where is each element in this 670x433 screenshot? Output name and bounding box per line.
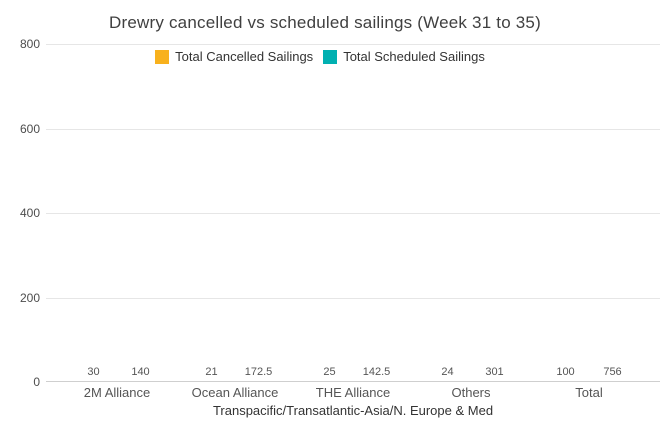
gridline — [46, 128, 660, 130]
bar-value-label: 142.5 — [362, 366, 391, 378]
y-axis-tick-label: 800 — [19, 37, 40, 51]
gridline — [46, 44, 660, 45]
x-axis-line — [46, 381, 660, 382]
x-axis-label-others: Others — [451, 385, 491, 400]
bar-value-label: 172.5 — [244, 366, 273, 378]
y-axis-tick-labels: 0 200 400 600 800 — [0, 37, 40, 389]
legend-swatch-total-scheduled-sailings — [323, 49, 338, 64]
bar-value-label: 100 — [556, 366, 575, 378]
x-axis-label-2m-alliance: 2M Alliance — [83, 385, 151, 400]
plot-area: 30 140 21 172.5 25 142.5 24 301 100 756 — [46, 44, 660, 382]
legend-item-total-cancelled-sailings[interactable]: Total Cancelled Sailings — [155, 49, 313, 64]
category-slot-2m-alliance: 30 140 — [58, 44, 176, 382]
legend: Total Cancelled Sailings Total Scheduled … — [0, 49, 640, 64]
gridline — [46, 297, 660, 299]
legend-label: Total Cancelled Sailings — [175, 49, 314, 64]
y-axis-tick-label: 0 — [33, 375, 40, 389]
category-slot-ocean-alliance: 21 172.5 — [176, 44, 294, 382]
legend-swatch-total-cancelled-sailings — [155, 49, 170, 64]
x-axis-labels: 2M Alliance Ocean Alliance THE Alliance Oth… — [46, 386, 660, 400]
x-axis-title: Transpacific/Transatlantic-Asia/N. Europ… — [212, 403, 494, 418]
bar-value-label: 140 — [131, 366, 150, 378]
bar-value-label: 301 — [485, 366, 504, 378]
category-slot-the-alliance: 25 142.5 — [294, 44, 412, 382]
bar-value-label: 24 — [441, 366, 454, 378]
y-axis-tick-label: 600 — [19, 121, 40, 136]
legend-label: Total Scheduled Sailings — [343, 49, 485, 64]
bar-value-label: 756 — [603, 366, 622, 378]
category-slot-others: 24 301 — [412, 44, 530, 382]
y-axis-tick-label: 400 — [19, 206, 40, 220]
gridline — [46, 213, 660, 214]
x-axis-label-ocean-alliance: Ocean Alliance — [191, 385, 279, 400]
bar-value-label: 25 — [323, 366, 336, 378]
x-axis-label-total: Total — [575, 385, 603, 400]
legend-item-total-scheduled-sailings[interactable]: Total Scheduled Sailings — [323, 49, 485, 64]
chart-title: Drewry cancelled vs scheduled sailings (… — [109, 13, 541, 32]
category-slot-total: 100 756 — [530, 44, 648, 382]
bar-value-label: 30 — [87, 366, 100, 378]
y-axis-tick-label: 200 — [19, 290, 40, 305]
bar-value-label: 21 — [205, 366, 218, 378]
bars-row: 30 140 21 172.5 25 142.5 24 301 100 756 — [46, 44, 660, 382]
x-axis-label-the-alliance: THE Alliance — [315, 385, 391, 400]
